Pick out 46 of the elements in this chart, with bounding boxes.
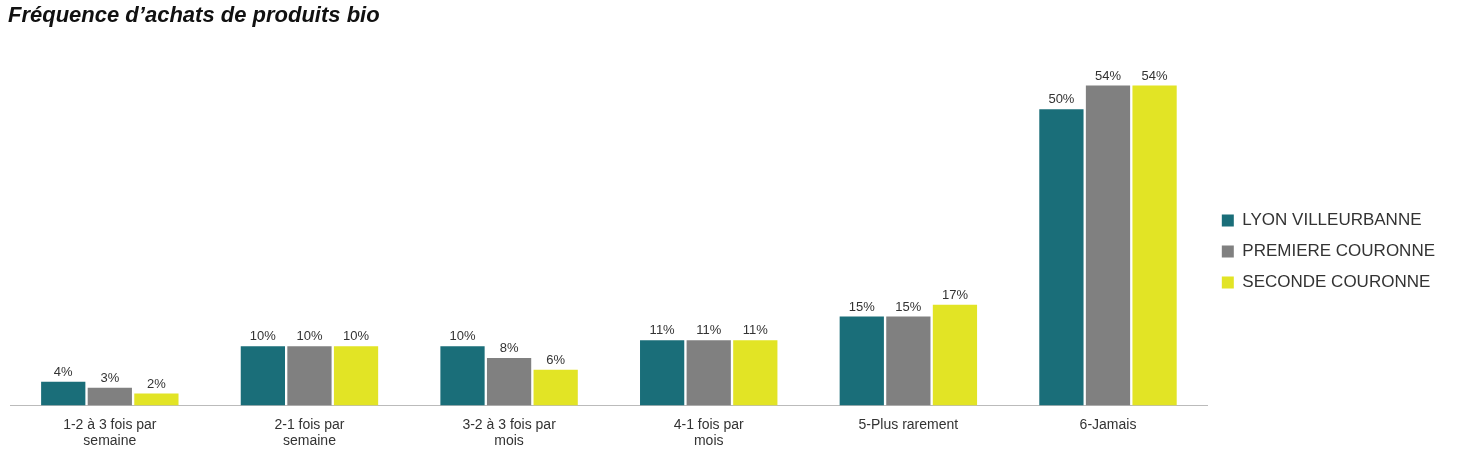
- x-tick-label: 3-2 à 3 fois par mois: [462, 415, 557, 449]
- data-label: 4%: [53, 363, 74, 379]
- bar: [486, 358, 532, 406]
- data-label: 50%: [1048, 91, 1075, 107]
- data-label: 54%: [1094, 67, 1122, 83]
- data-label: 2%: [147, 375, 167, 391]
- bar: [686, 340, 731, 406]
- bar: [333, 346, 379, 406]
- bar: [733, 340, 778, 406]
- bar: [87, 387, 132, 406]
- bar: [839, 316, 884, 406]
- x-tick-label: 5-Plus rarement: [858, 415, 959, 432]
- bar: [1085, 85, 1131, 406]
- legend-label: PREMIERE COURONNE: [1242, 241, 1435, 261]
- bar: [1039, 109, 1084, 406]
- data-label: 15%: [848, 298, 876, 314]
- bar: [134, 393, 179, 406]
- chart-title: Fréquence d’achats de produits bio: [8, 2, 380, 28]
- bar: [932, 304, 978, 406]
- x-tick-label: 2-1 fois par semaine: [274, 415, 345, 449]
- data-label: 10%: [343, 328, 370, 344]
- legend-label: LYON VILLEURBANNE: [1242, 210, 1422, 230]
- bar: [41, 381, 86, 406]
- data-label: 10%: [296, 328, 323, 344]
- legend-label: SECONDE COURONNE: [1242, 272, 1431, 292]
- data-label: 10%: [249, 328, 277, 344]
- data-label: 3%: [100, 369, 120, 385]
- data-label: 11%: [696, 322, 722, 338]
- x-tick-label: 6-Jamais: [1079, 415, 1137, 432]
- data-label: 15%: [895, 298, 922, 314]
- x-tick-label: 4-1 fois par mois: [673, 415, 745, 449]
- bar: [533, 369, 578, 406]
- data-label: 54%: [1141, 67, 1169, 83]
- data-label: 8%: [499, 340, 519, 356]
- data-label: 6%: [546, 351, 566, 367]
- bar: [640, 340, 685, 406]
- data-label: 17%: [941, 286, 969, 302]
- bar: [1132, 85, 1177, 406]
- bar: [440, 346, 485, 406]
- bar: [287, 346, 332, 406]
- x-tick-label: 1-2 à 3 fois par semaine: [63, 415, 157, 449]
- data-label: 10%: [449, 328, 476, 344]
- data-label: 11%: [649, 322, 676, 338]
- bar: [240, 346, 285, 406]
- bar: [886, 316, 931, 406]
- data-label: 11%: [742, 322, 769, 338]
